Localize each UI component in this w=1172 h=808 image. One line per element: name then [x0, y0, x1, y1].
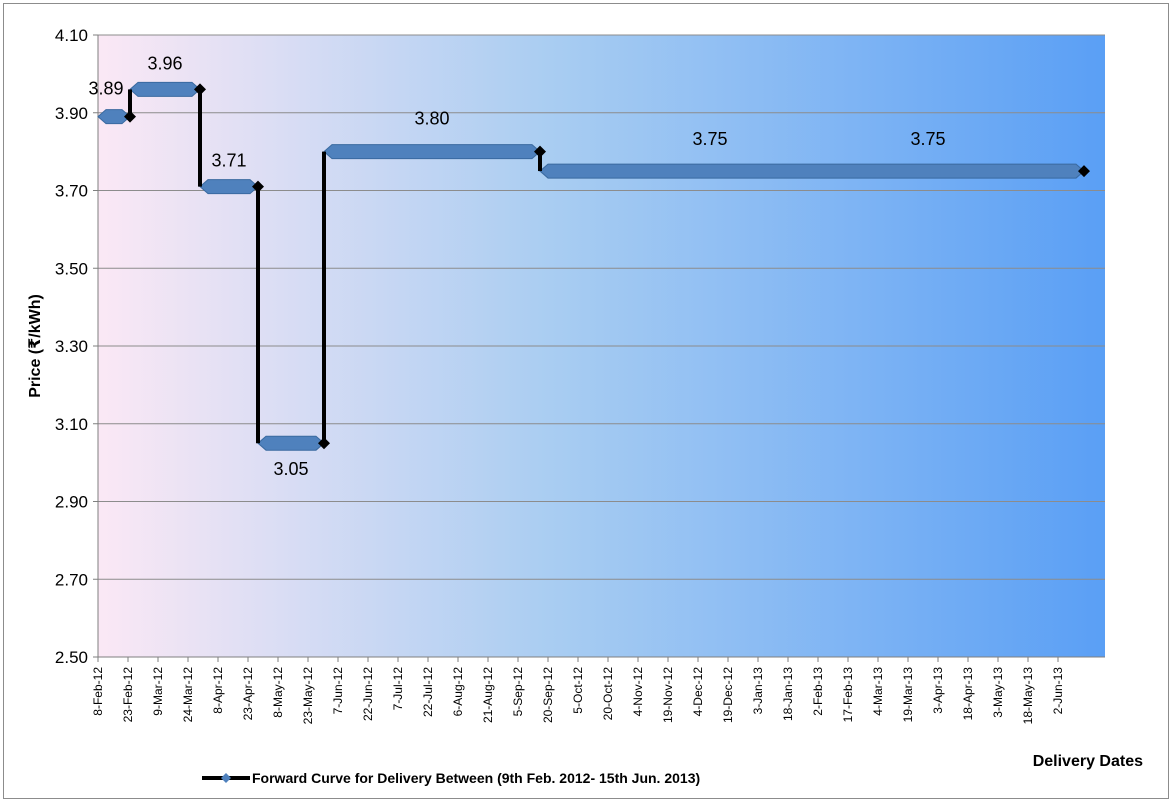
x-tick-label: 18-Apr-13 [961, 667, 975, 721]
y-tick-label: 3.30 [55, 337, 88, 356]
data-label: 3.71 [211, 151, 246, 171]
x-tick-label: 2-Feb-13 [811, 667, 825, 716]
legend-swatch-marker [221, 773, 231, 783]
y-tick-label: 2.50 [55, 648, 88, 667]
x-tick-label: 23-Feb-12 [121, 667, 135, 723]
y-tick-label: 2.70 [55, 570, 88, 589]
x-tick-label: 6-Aug-12 [451, 667, 465, 717]
data-label: 3.89 [88, 79, 123, 99]
x-tick-label: 3-May-13 [991, 667, 1005, 718]
x-tick-label: 7-Jun-12 [331, 667, 345, 715]
x-tick-label: 23-Apr-12 [241, 667, 255, 721]
series-point [124, 110, 136, 123]
series-point [318, 437, 330, 450]
y-tick-label: 3.70 [55, 182, 88, 201]
x-tick-label: 8-Feb-12 [91, 667, 105, 716]
x-tick-label: 3-Apr-13 [931, 667, 945, 714]
x-tick-label: 9-Mar-12 [151, 667, 165, 716]
legend: Forward Curve for Delivery Between (9th … [202, 770, 700, 786]
y-tick-label: 3.10 [55, 415, 88, 434]
x-tick-label: 20-Sep-12 [541, 667, 555, 723]
series-point [1078, 165, 1090, 178]
series-segment-band [539, 163, 1085, 179]
series-segment-band [323, 144, 541, 160]
x-axis-title: Delivery Dates [1033, 753, 1143, 770]
x-tick-label: 8-Apr-12 [211, 667, 225, 714]
x-tick-label: 17-Feb-13 [841, 667, 855, 723]
x-tick-label: 8-May-12 [271, 667, 285, 718]
x-tick-label: 22-Jun-12 [361, 667, 375, 721]
x-tick-label: 4-Dec-12 [691, 667, 705, 717]
gridlines [98, 34, 1105, 658]
x-tick-label: 20-Oct-12 [601, 667, 615, 721]
x-tick-label: 7-Jul-12 [391, 667, 405, 711]
x-tick-label: 24-Mar-12 [181, 667, 195, 723]
series-point [534, 145, 546, 158]
y-tick-label: 3.90 [55, 104, 88, 123]
y-axis-ticks: 2.50 2.70 2.90 3.10 3.30 3.50 3.70 3.90 4.10 [55, 26, 98, 667]
series-forward-curve [97, 81, 1090, 451]
x-tick-label: 4-Mar-13 [871, 667, 885, 716]
x-tick-label: 5-Oct-12 [571, 667, 585, 714]
x-tick-label: 21-Aug-12 [481, 667, 495, 723]
x-tick-label: 19-Nov-12 [661, 667, 675, 723]
x-tick-label: 18-Jan-13 [781, 667, 795, 721]
series-segment-band [129, 81, 201, 97]
y-tick-label: 4.10 [55, 26, 88, 45]
x-tick-label: 18-May-13 [1021, 667, 1035, 725]
x-tick-label: 23-May-12 [301, 667, 315, 725]
x-axis-ticks: 8-Feb-12 23-Feb-12 9-Mar-12 24-Mar-12 8-Apr-… [91, 657, 1065, 724]
series-segment-band [257, 435, 325, 451]
data-label: 3.75 [692, 129, 727, 149]
data-label: 3.96 [147, 53, 182, 73]
x-tick-label: 3-Jan-13 [751, 667, 765, 715]
data-label: 3.75 [910, 129, 945, 149]
x-tick-label: 19-Mar-13 [901, 667, 915, 723]
series-point [252, 180, 264, 193]
data-labels: 3.89 3.96 3.71 3.05 3.80 3.75 3.75 [88, 53, 945, 479]
x-tick-label: 22-Jul-12 [421, 667, 435, 717]
x-tick-label: 19-Dec-12 [721, 667, 735, 723]
data-label: 3.05 [273, 459, 308, 479]
data-label: 3.80 [414, 109, 449, 129]
series-segment-band [199, 179, 259, 195]
x-tick-label: 4-Nov-12 [631, 667, 645, 717]
x-tick-label: 5-Sep-12 [511, 667, 525, 717]
legend-entry: Forward Curve for Delivery Between (9th … [252, 770, 700, 786]
y-tick-label: 3.50 [55, 259, 88, 278]
y-axis-title: Price (₹/kWh) [27, 294, 44, 398]
series-point [194, 83, 206, 96]
y-tick-label: 2.90 [55, 493, 88, 512]
x-tick-label: 2-Jun-13 [1051, 667, 1065, 715]
